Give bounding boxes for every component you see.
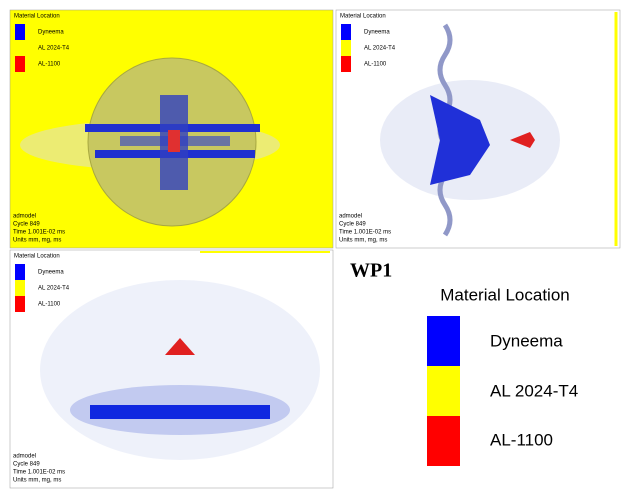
panel-legend-swatch (15, 296, 25, 312)
panel-legend-title: Material Location (340, 14, 386, 20)
panel-legend-swatch (341, 40, 351, 56)
panel-legend-title: Material Location (14, 254, 60, 260)
panel-footer: admodel (13, 214, 36, 220)
panel-footer: Units mm, mg, ms (13, 238, 61, 244)
panel-legend-swatch (15, 40, 25, 56)
panel-legend-swatch (15, 56, 25, 72)
figure: WP1 Material Location Dyneema AL 2024-T4… (0, 0, 625, 491)
panel-legend-item: AL 2024-T4 (364, 46, 396, 52)
legend-item: Dyneema (490, 331, 563, 350)
panel-footer: Time 1.001E-02 ms (13, 230, 65, 236)
panel-footer: Time 1.001E-02 ms (339, 230, 391, 236)
main-legend-swatches (427, 316, 460, 466)
panel-legend-swatch (15, 264, 25, 280)
panel-footer: admodel (339, 214, 362, 220)
panel-legend-item: Dyneema (38, 270, 64, 276)
panel-footer: Units mm, mg, ms (13, 478, 61, 484)
legend-item: AL 2024-T4 (490, 381, 578, 400)
panel-footer: Cycle 849 (13, 222, 40, 228)
panel-legend-swatch (341, 56, 351, 72)
panel-legend-item: AL-1100 (38, 302, 61, 308)
panel-legend-title: Material Location (14, 14, 60, 20)
panel-legend-item: AL-1100 (38, 62, 61, 68)
figure-label: WP1 (350, 260, 392, 282)
panel-footer: Units mm, mg, ms (339, 238, 387, 244)
legend-item: AL-1100 (490, 430, 553, 449)
panel-footer: Cycle 849 (13, 462, 40, 468)
panel-footer: Time 1.001E-02 ms (13, 470, 65, 476)
panel-legend-item: AL 2024-T4 (38, 46, 70, 52)
legend-title: Material Location (440, 285, 569, 304)
panel-footer: admodel (13, 454, 36, 460)
panel-legend-item: AL 2024-T4 (38, 286, 70, 292)
panel-legend-swatch (15, 280, 25, 296)
panel-footer: Cycle 849 (339, 222, 366, 228)
panel-legend-item: Dyneema (364, 30, 390, 36)
panel-legend-item: AL-1100 (364, 62, 387, 68)
panel-legend-swatch (15, 24, 25, 40)
panel-legend-item: Dyneema (38, 30, 64, 36)
panel-legend-swatch (341, 24, 351, 40)
